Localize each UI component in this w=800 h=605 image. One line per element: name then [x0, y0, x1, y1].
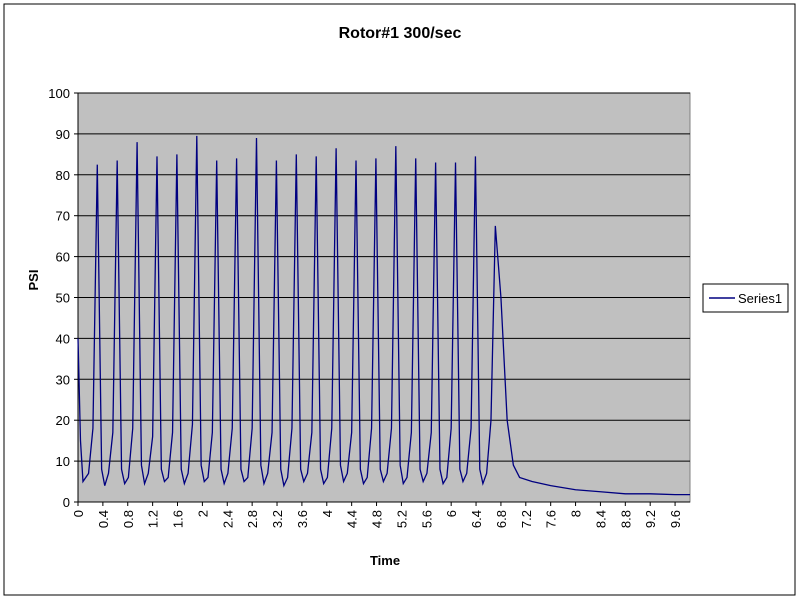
x-tick-label: 6 — [444, 510, 459, 517]
x-tick-label: 1.6 — [171, 510, 186, 528]
y-tick-label: 30 — [56, 372, 70, 387]
x-tick-label: 4.8 — [370, 510, 385, 528]
y-tick-label: 70 — [56, 209, 70, 224]
x-tick-label: 8.8 — [618, 510, 633, 528]
x-tick-label: 8 — [569, 510, 584, 517]
x-tick-label: 5.2 — [394, 510, 409, 528]
x-tick-label: 3.2 — [270, 510, 285, 528]
y-tick-label: 0 — [63, 495, 70, 510]
x-tick-label: 0.8 — [121, 510, 136, 528]
y-tick-label: 80 — [56, 168, 70, 183]
x-tick-label: 7.2 — [519, 510, 534, 528]
y-tick-label: 20 — [56, 413, 70, 428]
x-tick-label: 6.8 — [494, 510, 509, 528]
y-tick-label: 50 — [56, 291, 70, 306]
x-axis-label: Time — [370, 553, 400, 568]
x-tick-label: 0 — [71, 510, 86, 517]
y-tick-label: 10 — [56, 454, 70, 469]
y-tick-label: 40 — [56, 331, 70, 346]
x-tick-label: 5.6 — [419, 510, 434, 528]
x-tick-label: 2.4 — [220, 510, 235, 528]
legend-label: Series1 — [738, 291, 782, 306]
x-tick-label: 2.8 — [245, 510, 260, 528]
x-tick-label: 1.2 — [146, 510, 161, 528]
y-tick-label: 90 — [56, 127, 70, 142]
x-tick-label: 7.6 — [544, 510, 559, 528]
x-tick-label: 9.6 — [668, 510, 683, 528]
x-tick-label: 4.4 — [345, 510, 360, 528]
x-tick-label: 0.4 — [96, 510, 111, 528]
series-line — [77, 135, 690, 496]
y-tick-label: 60 — [56, 250, 70, 265]
x-tick-label: 6.4 — [469, 510, 484, 528]
x-tick-label: 2 — [195, 510, 210, 517]
y-axis-label: PSI — [26, 270, 41, 291]
x-tick-label: 3.6 — [295, 510, 310, 528]
x-tick-label: 4 — [320, 510, 335, 517]
x-tick-label: 9.2 — [643, 510, 658, 528]
y-tick-label: 100 — [48, 86, 70, 101]
x-tick-label: 8.4 — [593, 510, 608, 528]
chart-title: Rotor#1 300/sec — [339, 25, 462, 42]
